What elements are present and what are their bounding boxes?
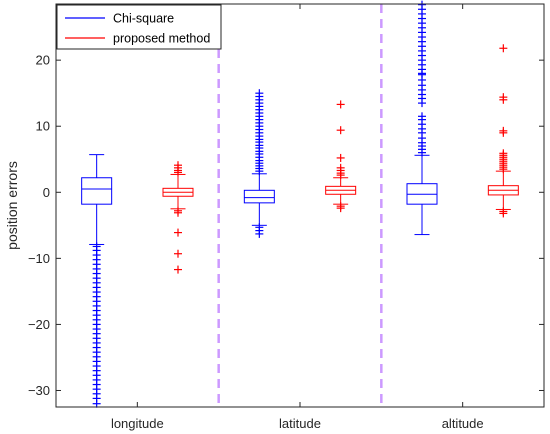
box-proposed-method-longitude [162,161,194,274]
boxes-layer [81,0,519,408]
outlier-marker [174,249,182,258]
legend-label: Chi-square [113,12,174,26]
y-tick-label: −30 [28,383,50,398]
outlier-marker [255,229,264,238]
legend-item: Chi-square [65,12,174,26]
x-tick-label: altitude [442,416,484,431]
legend: Chi-square proposed method [56,4,222,50]
outlier-marker [336,163,345,172]
box-proposed-method-latitude [325,100,357,213]
y-axis-label: position errors [4,161,20,250]
outlier-marker [336,204,345,213]
outlier-marker [499,149,508,158]
box-chi-square-latitude [243,89,275,238]
outlier-marker [499,44,508,53]
outlier-marker [418,0,426,9]
outlier-marker [336,126,345,135]
outlier-marker [174,208,182,217]
y-tick-label: 10 [36,119,50,134]
outlier-marker [255,89,264,98]
legend-label: proposed method [113,32,210,46]
outlier-marker [92,399,101,408]
outlier-marker [418,112,426,121]
x-tick-label: latitude [279,416,321,431]
outlier-marker [174,161,182,170]
outlier-marker [336,153,345,162]
box-proposed-method-altitude [487,44,519,218]
outlier-marker [336,100,345,109]
legend-item: proposed method [65,32,210,46]
box-chi-square-longitude [81,154,113,408]
x-tick-label: longitude [111,416,164,431]
legend-box [56,4,222,50]
y-tick-label: −10 [28,251,50,266]
y-tick-label: 20 [36,53,50,68]
box-chi-square-altitude [406,0,438,236]
iqr-box [81,177,113,205]
outlier-marker [174,228,182,237]
y-tick-label: 0 [43,185,50,200]
outlier-marker [499,209,508,218]
plot-background [56,4,544,407]
y-tick-label: −20 [28,317,50,332]
outlier-marker [499,93,508,102]
iqr-box [243,189,275,204]
outlier-marker [499,126,508,135]
plot-area [56,4,544,407]
axes-layer: −30 −20 −10 0 10 20 longitude latitude altitude [28,3,545,431]
outlier-marker [174,265,182,274]
